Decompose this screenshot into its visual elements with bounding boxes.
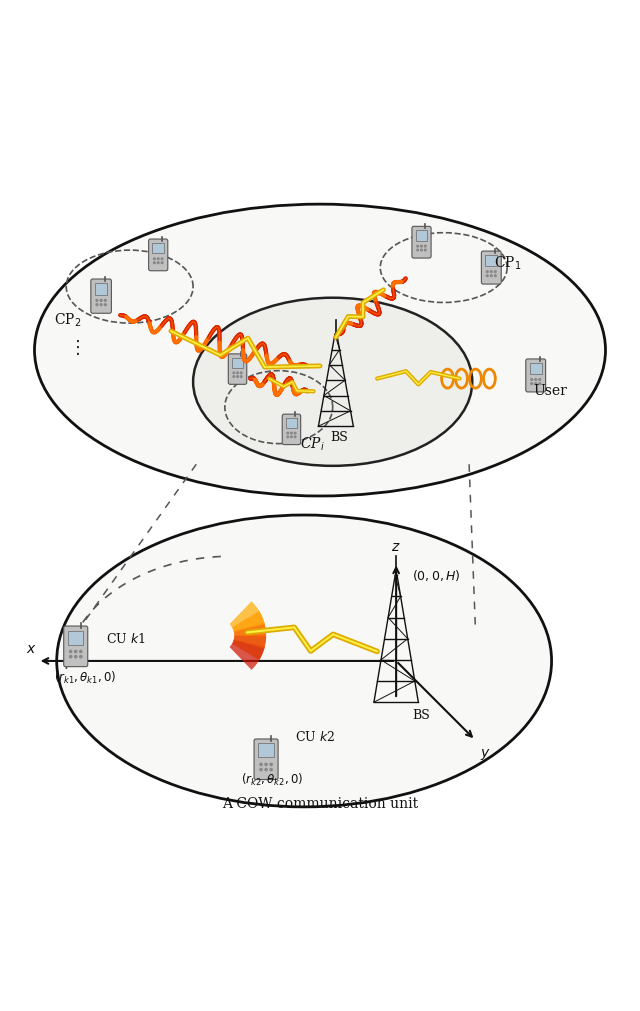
FancyBboxPatch shape [481, 251, 501, 284]
FancyBboxPatch shape [254, 739, 278, 779]
Circle shape [154, 258, 156, 260]
Circle shape [161, 262, 163, 264]
Circle shape [495, 275, 496, 277]
Circle shape [233, 376, 235, 377]
FancyBboxPatch shape [412, 226, 431, 258]
FancyBboxPatch shape [526, 359, 546, 392]
Text: ⋮: ⋮ [68, 339, 86, 357]
Text: CU $k$1: CU $k$1 [106, 632, 146, 646]
Ellipse shape [193, 297, 472, 466]
Circle shape [80, 650, 82, 653]
Circle shape [535, 383, 536, 384]
Polygon shape [230, 602, 265, 632]
Polygon shape [232, 611, 266, 637]
Text: $x$: $x$ [26, 642, 36, 656]
Polygon shape [232, 635, 266, 660]
Text: $(0,0,H)$: $(0,0,H)$ [412, 568, 461, 582]
Text: BS: BS [330, 431, 348, 444]
Circle shape [291, 433, 292, 434]
Circle shape [100, 303, 102, 305]
Circle shape [233, 372, 235, 374]
Bar [485, 255, 497, 266]
FancyBboxPatch shape [228, 354, 247, 384]
Circle shape [531, 379, 532, 380]
Circle shape [287, 436, 289, 438]
FancyBboxPatch shape [282, 415, 301, 445]
Bar [68, 631, 83, 644]
Circle shape [539, 379, 541, 380]
Text: $z$: $z$ [391, 540, 401, 554]
Polygon shape [234, 623, 266, 649]
Circle shape [531, 383, 532, 384]
Circle shape [539, 383, 541, 384]
Circle shape [157, 258, 159, 260]
Circle shape [70, 650, 72, 653]
Circle shape [270, 768, 272, 770]
Text: BS: BS [412, 709, 429, 722]
Circle shape [420, 249, 422, 251]
Circle shape [237, 376, 238, 377]
Circle shape [70, 655, 72, 658]
Circle shape [241, 376, 242, 377]
Circle shape [535, 379, 536, 380]
Circle shape [417, 246, 419, 247]
Circle shape [96, 303, 98, 305]
Circle shape [154, 262, 156, 264]
Text: $(r_{k1},\theta_{k1},0)$: $(r_{k1},\theta_{k1},0)$ [54, 670, 116, 686]
Circle shape [424, 246, 426, 247]
Text: CP$_1$: CP$_1$ [495, 255, 522, 272]
Circle shape [75, 650, 77, 653]
Bar [259, 743, 274, 757]
Circle shape [104, 299, 106, 301]
Text: $(r_{k2},\theta_{k2},0)$: $(r_{k2},\theta_{k2},0)$ [241, 771, 303, 788]
Circle shape [270, 763, 272, 765]
Circle shape [237, 372, 238, 374]
Circle shape [490, 271, 492, 273]
Text: CU $k$2: CU $k$2 [294, 730, 335, 744]
Circle shape [490, 275, 492, 277]
Circle shape [287, 433, 289, 434]
Circle shape [241, 372, 242, 374]
Text: CP$_2$: CP$_2$ [54, 311, 81, 329]
Circle shape [100, 299, 102, 301]
Ellipse shape [57, 515, 552, 807]
Circle shape [495, 271, 496, 273]
Circle shape [486, 275, 488, 277]
Circle shape [265, 763, 267, 765]
Circle shape [486, 271, 488, 273]
Bar [286, 418, 297, 428]
Circle shape [260, 763, 262, 765]
FancyBboxPatch shape [148, 239, 168, 271]
Circle shape [424, 249, 426, 251]
Polygon shape [230, 639, 265, 670]
Bar [95, 283, 108, 294]
Circle shape [161, 258, 163, 260]
Ellipse shape [35, 204, 605, 496]
Bar [152, 243, 164, 254]
Text: CP$_i$: CP$_i$ [300, 436, 324, 453]
Circle shape [294, 436, 296, 438]
Circle shape [294, 433, 296, 434]
Bar [415, 231, 428, 241]
Circle shape [417, 249, 419, 251]
Text: $y$: $y$ [480, 746, 491, 761]
Text: A COW communication unit: A COW communication unit [222, 798, 418, 811]
Circle shape [260, 768, 262, 770]
Circle shape [75, 655, 77, 658]
Circle shape [157, 262, 159, 264]
Circle shape [96, 299, 98, 301]
FancyBboxPatch shape [64, 626, 88, 666]
Circle shape [104, 303, 106, 305]
Bar [530, 363, 542, 374]
FancyBboxPatch shape [91, 279, 111, 313]
Circle shape [265, 768, 267, 770]
Circle shape [420, 246, 422, 247]
Circle shape [291, 436, 292, 438]
Bar [232, 358, 243, 368]
Text: User: User [533, 384, 567, 398]
Circle shape [80, 655, 82, 658]
